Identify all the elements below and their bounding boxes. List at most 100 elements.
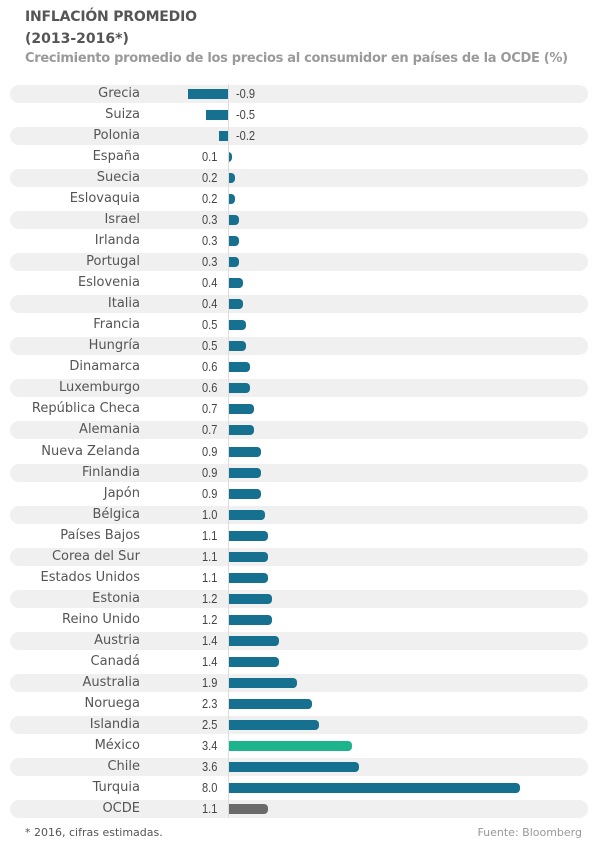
category-label: Suiza [105, 107, 140, 123]
bar-row: Reino Unido 1.2 [10, 611, 588, 629]
value-label: 0.5 [202, 317, 218, 333]
category-label: Finlandia [81, 464, 140, 480]
bar [228, 782, 520, 793]
bar-row: Finlandia 0.9 [10, 463, 588, 482]
bar-row: Chile 3.6 [10, 757, 588, 776]
category-label: Suecia [96, 170, 140, 186]
value-label: 3.6 [202, 758, 218, 774]
bar [228, 656, 280, 667]
value-label: 2.3 [202, 695, 218, 711]
bar [228, 551, 269, 562]
bar-row: Canadá 1.4 [10, 653, 588, 671]
bar [228, 719, 320, 730]
bar-row: Islandia 2.5 [10, 715, 588, 734]
bar [228, 677, 298, 688]
value-label: 1.1 [202, 569, 218, 585]
category-label: Australia [82, 674, 140, 690]
bar-chart: Grecia -0.9 Suiza -0.5 Polonia -0.2 España 0.1 S… [0, 84, 600, 824]
bar [228, 362, 250, 373]
category-label: OCDE [102, 801, 140, 817]
value-label: 0.3 [202, 233, 218, 249]
value-label: 0.6 [202, 380, 218, 396]
bar-row: Turquia 8.0 [10, 779, 588, 797]
category-label: Italia [107, 296, 140, 312]
bar-row: Suiza -0.5 [10, 106, 588, 124]
bar [228, 446, 261, 457]
value-label: 1.9 [202, 674, 218, 690]
category-label: Estonia [92, 590, 140, 606]
bar-row: Luxemburgo 0.6 [10, 379, 588, 398]
bar-row: Francia 0.5 [10, 316, 588, 334]
bar [228, 614, 272, 625]
bar [228, 761, 360, 772]
zero-baseline [228, 84, 229, 818]
bar-row: Estados Unidos 1.1 [10, 569, 588, 587]
bar-row: Italia 0.4 [10, 295, 588, 314]
category-label: Alemania [79, 422, 140, 438]
value-label: 0.4 [202, 296, 218, 312]
bar [228, 635, 280, 646]
bar-row: Nueva Zelanda 0.9 [10, 443, 588, 461]
category-label: República Checa [31, 401, 140, 417]
category-label: Hungría [88, 338, 140, 354]
value-label: 1.1 [202, 801, 218, 817]
value-label: 0.5 [202, 338, 218, 354]
value-label: 0.2 [202, 191, 218, 207]
value-label: 0.7 [202, 401, 218, 417]
bar-row: Alemania 0.7 [10, 421, 588, 440]
bar-row: Corea del Sur 1.1 [10, 547, 588, 566]
bar [228, 173, 236, 184]
bar-row: República Checa 0.7 [10, 400, 588, 418]
value-label: 1.1 [202, 548, 218, 564]
bar [228, 299, 243, 310]
bar-row: Portugal 0.3 [10, 253, 588, 272]
bar [228, 467, 261, 478]
category-label: Japón [103, 485, 140, 501]
value-label: -0.5 [236, 107, 256, 123]
bar [228, 236, 239, 247]
value-label: 0.9 [202, 443, 218, 459]
bar-row: Suecia 0.2 [10, 169, 588, 188]
value-label: 1.1 [202, 527, 218, 543]
source: Fuente: Bloomberg [477, 826, 582, 839]
category-label: Eslovenia [77, 275, 140, 291]
bar-row: Bélgica 1.0 [10, 505, 588, 524]
chart-subtitle: (2013-2016*) [25, 31, 129, 47]
bar [228, 509, 265, 520]
bar [228, 698, 312, 709]
bar [228, 593, 272, 604]
category-label: Austria [94, 632, 140, 648]
value-label: 1.4 [202, 632, 218, 648]
bar-row: Dinamarca 0.6 [10, 358, 588, 376]
category-label: Luxemburgo [58, 380, 140, 396]
bar [188, 89, 228, 99]
bar-row: Irlanda 0.3 [10, 232, 588, 250]
category-label: Países Bajos [60, 527, 140, 543]
average-bar [228, 804, 269, 815]
category-label: Reino Unido [62, 611, 140, 627]
value-label: -0.2 [236, 128, 256, 144]
category-label: Eslovaquia [69, 191, 140, 207]
value-label: 1.4 [202, 653, 218, 669]
bar [228, 425, 254, 436]
value-label: 0.3 [202, 212, 218, 228]
bar-row: Noruega 2.3 [10, 695, 588, 713]
value-label: 3.4 [202, 737, 218, 753]
value-label: 0.3 [202, 254, 218, 270]
bar-row: Grecia -0.9 [10, 85, 588, 103]
bar-row: Japón 0.9 [10, 485, 588, 503]
bar-row: Australia 1.9 [10, 673, 588, 692]
bar [228, 215, 239, 226]
category-label: Israel [104, 212, 140, 228]
category-label: Portugal [86, 254, 140, 270]
value-label: 2.5 [202, 716, 218, 732]
bar-row: Eslovaquia 0.2 [10, 190, 588, 208]
category-label: Chile [107, 758, 140, 774]
bar [228, 278, 243, 289]
bar-row: Israel 0.3 [10, 211, 588, 230]
value-label: 1.2 [202, 590, 218, 606]
value-label: 0.2 [202, 170, 218, 186]
value-label: 8.0 [202, 779, 218, 795]
bar-row: Hungría 0.5 [10, 337, 588, 356]
chart-title: INFLACIÓN PROMEDIO [25, 9, 197, 25]
